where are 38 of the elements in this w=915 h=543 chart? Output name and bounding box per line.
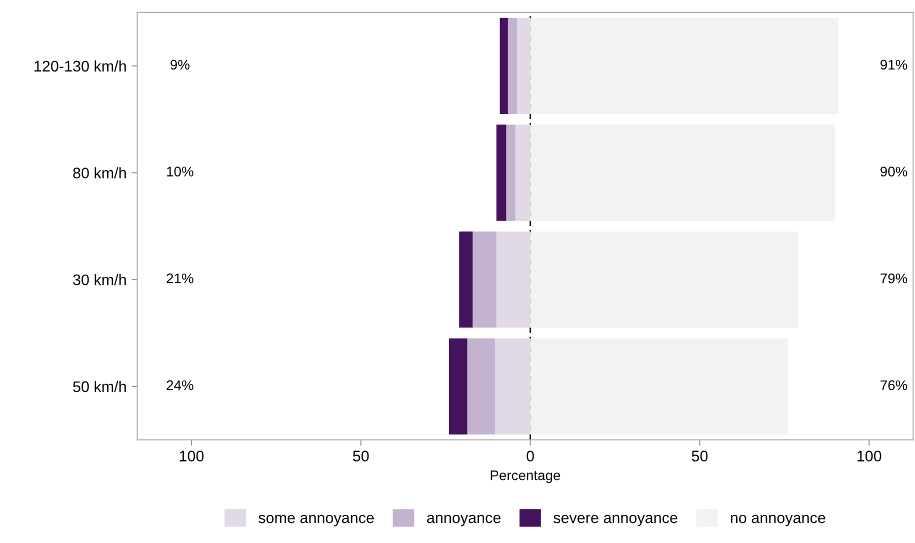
bar bbox=[496, 124, 506, 221]
annotation: 91% bbox=[880, 60, 908, 70]
bar bbox=[530, 338, 788, 434]
bar bbox=[506, 124, 516, 221]
y-tick-label: 120-130 km/h bbox=[34, 60, 126, 72]
x-tick-label: 50 bbox=[352, 450, 369, 462]
x-tick-label: 100 bbox=[858, 450, 882, 462]
y-tick-label: 30 km/h bbox=[73, 274, 126, 286]
y-tick-label: 80 km/h bbox=[73, 167, 126, 178]
annotation: 79% bbox=[880, 273, 908, 284]
bar bbox=[472, 232, 496, 328]
annotation: 24% bbox=[166, 380, 194, 390]
bar bbox=[530, 232, 798, 328]
y-tick-label: 50 km/h bbox=[73, 380, 126, 392]
bar bbox=[496, 232, 530, 328]
bar bbox=[508, 18, 518, 114]
legend-label: annoyance bbox=[427, 514, 501, 526]
annotation: 76% bbox=[880, 380, 908, 390]
legend-label: some annoyance bbox=[258, 514, 374, 526]
annotation: 90% bbox=[880, 166, 908, 176]
annotation: 9% bbox=[170, 60, 190, 70]
bar bbox=[467, 338, 496, 434]
x-tick-label: 50 bbox=[692, 450, 708, 462]
bar bbox=[517, 18, 530, 114]
x-tick-label: 100 bbox=[180, 450, 204, 462]
bar bbox=[500, 18, 508, 114]
bar bbox=[448, 338, 468, 434]
legend-label: severe annoyance bbox=[554, 514, 678, 526]
x-axis-title: Percentage bbox=[490, 470, 560, 483]
bar bbox=[459, 232, 473, 328]
bar bbox=[495, 338, 530, 434]
annotation: 10% bbox=[167, 166, 194, 176]
annotation: 21% bbox=[166, 273, 194, 284]
bar bbox=[515, 124, 530, 221]
bar bbox=[530, 124, 836, 221]
bar bbox=[530, 18, 839, 114]
legend-label: no annoyance bbox=[730, 514, 826, 526]
x-tick-label: 0 bbox=[526, 450, 534, 462]
